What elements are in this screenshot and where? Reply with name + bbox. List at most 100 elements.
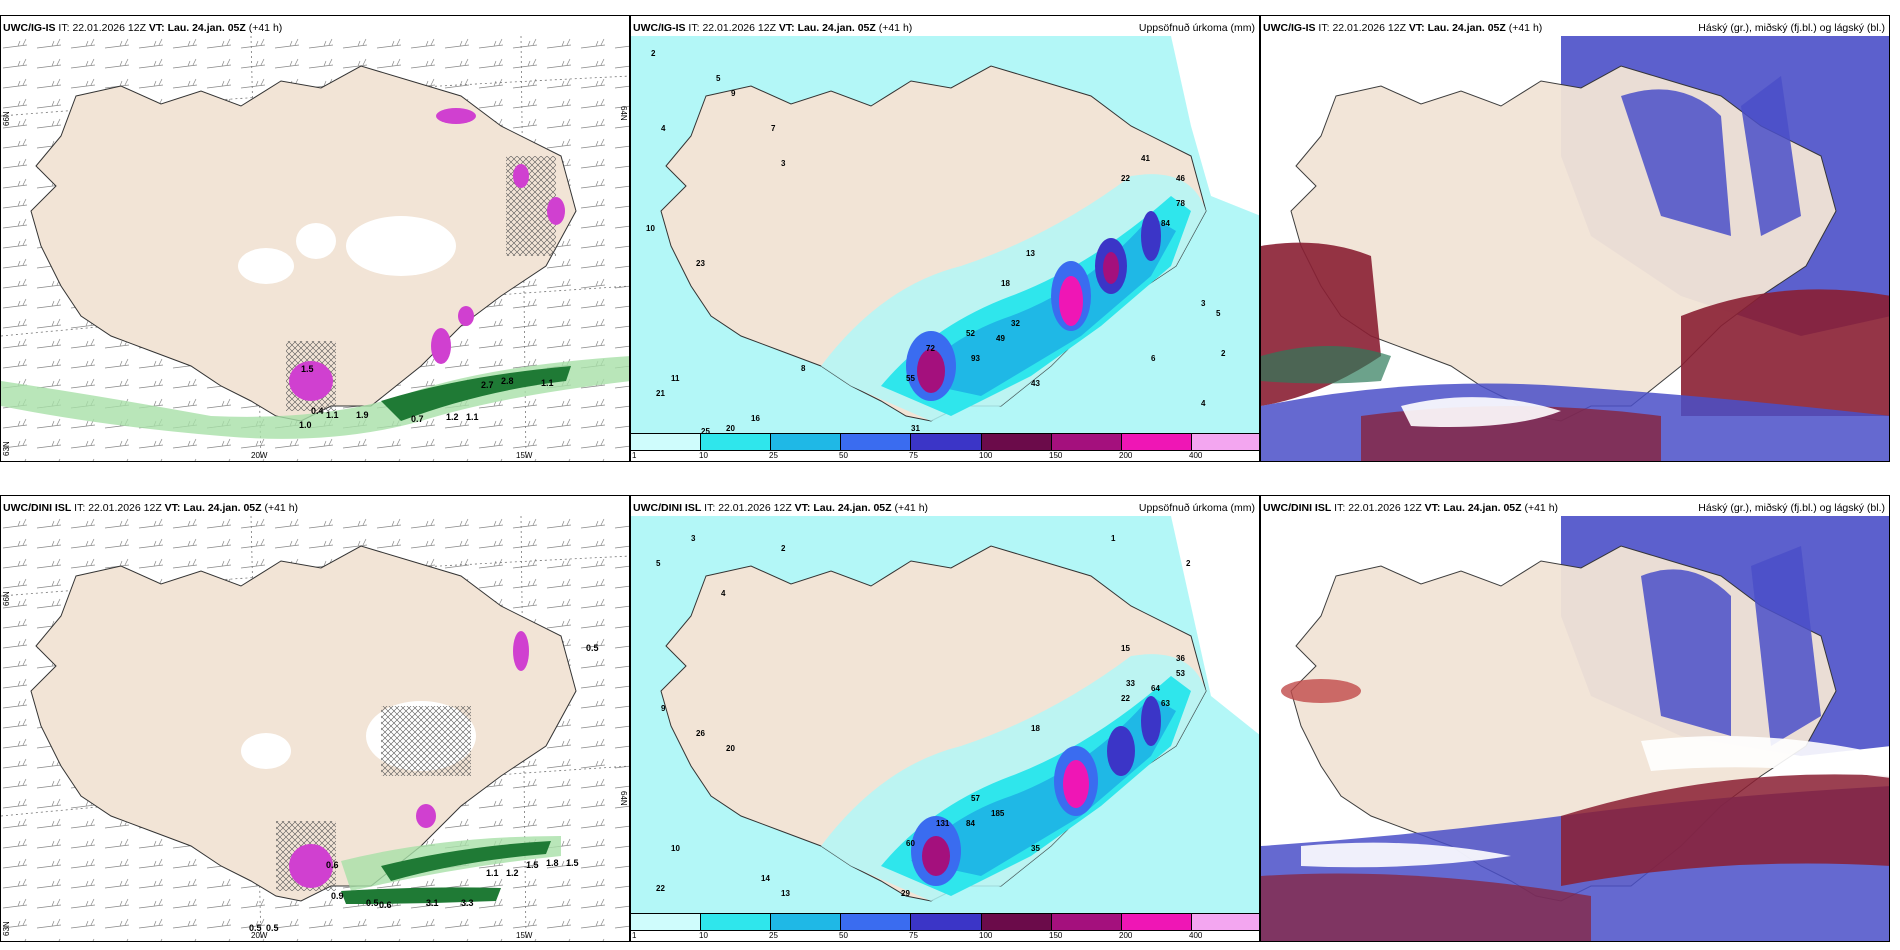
mid-cloud bbox=[1621, 89, 1731, 236]
value-label: 1.1 bbox=[486, 868, 499, 878]
mid-cloud bbox=[1641, 569, 1731, 736]
map-svg: 3 5 2 4 9 26 20 10 22 14 13 29 60 131 84… bbox=[631, 516, 1259, 921]
value-label: 9 bbox=[731, 89, 736, 98]
it-label: IT: bbox=[704, 502, 716, 514]
panel-dini-precip: UWC/DINI ISL IT: 22.01.2026 12Z VT: Lau.… bbox=[630, 495, 1260, 942]
value-label: 0.4 bbox=[311, 406, 324, 416]
colorbar-label: 200 bbox=[1119, 931, 1133, 940]
product-title: Háský (gr.), miðský (fj.bl.) og lágský (… bbox=[1698, 22, 1885, 34]
value-labels: 2 5 9 7 4 3 10 23 21 11 25 20 16 8 31 43 bbox=[646, 49, 1226, 436]
rain-area-heavy bbox=[341, 887, 501, 904]
value-label: 0.5 bbox=[249, 923, 262, 933]
value-label: 5 bbox=[716, 74, 721, 83]
precip-200-400 bbox=[1059, 276, 1083, 326]
colorbar-label: 200 bbox=[1119, 451, 1133, 460]
colorbar-segment bbox=[911, 434, 982, 450]
value-label: 36 bbox=[1176, 654, 1185, 663]
colorbar-label: 400 bbox=[1189, 451, 1203, 460]
vt-value: Lau. 24.jan. 05Z bbox=[167, 22, 246, 34]
value-label: 35 bbox=[1031, 844, 1040, 853]
high-cloud bbox=[1561, 774, 1889, 886]
value-label: 11 bbox=[671, 374, 680, 383]
map-svg: 2 5 9 7 4 3 10 23 21 11 25 20 16 8 31 43 bbox=[631, 36, 1259, 441]
value-label: 2.8 bbox=[501, 376, 514, 386]
vt-label: VT: bbox=[1408, 22, 1425, 34]
lat-label: 63N bbox=[2, 921, 11, 936]
lead-time: (+41 h) bbox=[248, 22, 283, 34]
value-label: 185 bbox=[991, 809, 1005, 818]
colorbar-segment bbox=[981, 914, 1052, 930]
value-label: 72 bbox=[926, 344, 935, 353]
colorbar-segment bbox=[1191, 914, 1259, 930]
panel-title: UWC/IG-IS IT: 22.01.2026 12Z VT: Lau. 24… bbox=[1263, 21, 1542, 35]
snow-cell bbox=[458, 306, 474, 326]
value-label: 64 bbox=[1151, 684, 1160, 693]
model-name: UWC/DINI ISL bbox=[1263, 502, 1332, 514]
colorbar-segment bbox=[631, 914, 702, 930]
precip-75-100 bbox=[1107, 726, 1135, 776]
value-label: 49 bbox=[996, 334, 1005, 343]
map-svg: 0.5 0.6 0.9 0.5 0.6 3.1 3.3 1.1 1.2 1.5 … bbox=[1, 516, 629, 941]
colorbar-label: 400 bbox=[1189, 931, 1203, 940]
snow-cell bbox=[513, 164, 529, 188]
value-label: 1 bbox=[1111, 534, 1116, 543]
map-precip: 3 5 2 4 9 26 20 10 22 14 13 29 60 131 84… bbox=[631, 516, 1259, 921]
value-label: 16 bbox=[751, 414, 760, 423]
value-label: 0.5 bbox=[586, 643, 599, 653]
value-label: 22 bbox=[656, 884, 665, 893]
colorbar-labels: 1 10 25 50 75 100 150 200 400 bbox=[631, 451, 1259, 461]
vt-value: Lau. 24.jan. 05Z bbox=[183, 502, 262, 514]
value-labels: 3 5 2 4 9 26 20 10 22 14 13 29 60 131 84… bbox=[656, 534, 1191, 898]
colorbar-label: 10 bbox=[699, 931, 708, 940]
colorbar-segment bbox=[1121, 434, 1192, 450]
it-value: 22.01.2026 12Z bbox=[72, 22, 146, 34]
value-label: 2 bbox=[781, 544, 786, 553]
value-label: 55 bbox=[906, 374, 915, 383]
value-label: 43 bbox=[1031, 379, 1040, 388]
map-svg bbox=[1261, 516, 1889, 941]
value-label: 78 bbox=[1176, 199, 1185, 208]
precip-150-200 bbox=[1103, 252, 1119, 284]
clear-area bbox=[1301, 842, 1511, 868]
value-label: 60 bbox=[906, 839, 915, 848]
lead-time: (+41 h) bbox=[1524, 502, 1559, 514]
glacier bbox=[241, 733, 291, 769]
model-name: UWC/IG-IS bbox=[3, 22, 56, 34]
panel-header: UWC/DINI ISL IT: 22.01.2026 12Z VT: Lau.… bbox=[3, 501, 625, 515]
colorbar-segment bbox=[841, 914, 912, 930]
low-cloud-green bbox=[1261, 346, 1391, 384]
glacier bbox=[296, 223, 336, 259]
panel-header: UWC/DINI ISL IT: 22.01.2026 12Z VT: Lau.… bbox=[633, 501, 1255, 515]
value-label: 3 bbox=[1201, 299, 1206, 308]
value-labels: 0.5 0.6 0.9 0.5 0.6 3.1 3.3 1.1 1.2 1.5 … bbox=[249, 643, 599, 933]
panel-ig-wind: UWC/IG-IS IT: 22.01.2026 12Z VT: Lau. 24… bbox=[0, 15, 630, 462]
colorbar-label: 150 bbox=[1049, 931, 1063, 940]
value-label: 0.7 bbox=[411, 414, 424, 424]
map-cloud bbox=[1261, 36, 1889, 461]
vt-value: Lau. 24.jan. 05Z bbox=[1427, 22, 1506, 34]
value-label: 1.5 bbox=[566, 858, 579, 868]
axis-labels: 66N 64N 63N 20W 15W bbox=[2, 591, 628, 940]
lat-label: 66N bbox=[2, 111, 11, 126]
panel-title: UWC/DINI ISL IT: 22.01.2026 12Z VT: Lau.… bbox=[633, 501, 928, 515]
precip-area bbox=[631, 36, 751, 106]
glacier bbox=[238, 248, 294, 284]
colorbar-segment bbox=[1051, 914, 1122, 930]
vt-label: VT: bbox=[1424, 502, 1441, 514]
model-name: UWC/IG-IS bbox=[1263, 22, 1316, 34]
snow-hatch bbox=[381, 706, 471, 776]
value-label: 0.5 bbox=[366, 898, 379, 908]
value-label: 52 bbox=[966, 329, 975, 338]
value-label: 6 bbox=[1151, 354, 1156, 363]
value-label: 13 bbox=[781, 889, 790, 898]
value-label: 29 bbox=[901, 889, 910, 898]
colorbar-segment bbox=[631, 434, 702, 450]
panel-title: UWC/DINI ISL IT: 22.01.2026 12Z VT: Lau.… bbox=[1263, 501, 1558, 515]
lat-label: 63N bbox=[2, 441, 11, 456]
value-label: 3.1 bbox=[426, 898, 439, 908]
value-label: 32 bbox=[1011, 319, 1020, 328]
value-label: 21 bbox=[656, 389, 665, 398]
panel-title: UWC/IG-IS IT: 22.01.2026 12Z VT: Lau. 24… bbox=[3, 21, 282, 35]
value-label: 9 bbox=[661, 704, 666, 713]
panel-ig-cloud: UWC/IG-IS IT: 22.01.2026 12Z VT: Lau. 24… bbox=[1260, 15, 1890, 462]
